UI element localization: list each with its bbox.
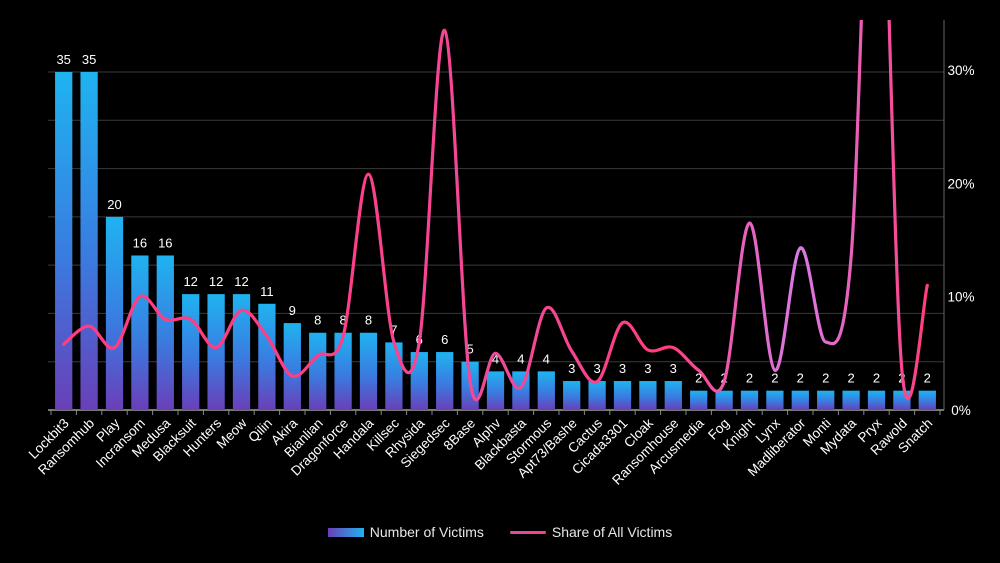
- bar-value-label: 2: [771, 371, 778, 386]
- right-axis-tick-label: 30%: [947, 63, 974, 78]
- bar-value-label: 12: [234, 274, 248, 289]
- bar-value-label: 2: [847, 371, 854, 386]
- bar-bianlian[interactable]: [309, 333, 326, 410]
- bar-blacksuit[interactable]: [182, 294, 199, 410]
- bar-pryx[interactable]: [868, 391, 885, 410]
- bar-value-label: 12: [209, 274, 223, 289]
- legend-line-label: Share of All Victims: [552, 524, 672, 540]
- bar-value-label: 8: [314, 313, 321, 328]
- x-axis-labels: Lockbit3RansomhubPlayIncransomMedusaBlac…: [26, 415, 936, 488]
- bar-value-label: 2: [797, 371, 804, 386]
- bar-killsec[interactable]: [385, 342, 402, 410]
- bar-value-label: 6: [441, 332, 448, 347]
- bar-value-label: 12: [183, 274, 197, 289]
- bar-cloak[interactable]: [639, 381, 656, 410]
- legend-line-swatch: [510, 531, 546, 534]
- bar-siegedsec[interactable]: [436, 352, 453, 410]
- bar-fog[interactable]: [715, 391, 732, 410]
- bar-apt73-bashe[interactable]: [563, 381, 580, 410]
- bar-value-label: 2: [924, 371, 931, 386]
- bar-value-label: 20: [107, 197, 121, 212]
- legend: Number of Victims Share of All Victims: [0, 520, 1000, 544]
- right-axis-tick-label: 0%: [951, 403, 971, 418]
- bar-value-label: 35: [56, 52, 70, 67]
- bar-value-label: 3: [568, 361, 575, 376]
- bar-lockbit3[interactable]: [55, 72, 72, 410]
- bar-value-label: 35: [82, 52, 96, 67]
- bar-value-label: 3: [593, 361, 600, 376]
- bar-value-label: 4: [543, 351, 550, 366]
- bar-ransomhouse[interactable]: [665, 381, 682, 410]
- bar-akira[interactable]: [284, 323, 301, 410]
- bar-value-label: 2: [822, 371, 829, 386]
- bar-play[interactable]: [106, 217, 123, 410]
- x-label-meow: Meow: [214, 415, 250, 451]
- bar-madliberator[interactable]: [792, 391, 809, 410]
- bar-mydata[interactable]: [842, 391, 859, 410]
- bar-arcusmedia[interactable]: [690, 391, 707, 410]
- bar-medusa[interactable]: [157, 255, 174, 410]
- bar-lynx[interactable]: [766, 391, 783, 410]
- bar-value-label: 16: [158, 235, 172, 250]
- bar-value-label: 3: [644, 361, 651, 376]
- bar-value-label: 16: [133, 235, 147, 250]
- right-axis-tick-label: 20%: [947, 176, 974, 191]
- bar-value-label: 2: [873, 371, 880, 386]
- legend-item-line[interactable]: Share of All Victims: [510, 524, 672, 540]
- bar-ransomhub[interactable]: [80, 72, 97, 410]
- bar-value-label: 3: [670, 361, 677, 376]
- bar-handala[interactable]: [360, 333, 377, 410]
- legend-bar-label: Number of Victims: [370, 524, 484, 540]
- bar-alphv[interactable]: [487, 371, 504, 410]
- right-axis-labels: 0% 10% 20% 30%: [947, 63, 974, 418]
- right-axis-tick-label: 10%: [947, 290, 974, 305]
- bar-incransom[interactable]: [131, 255, 148, 410]
- legend-item-bars[interactable]: Number of Victims: [328, 524, 484, 540]
- bar-value-label: 3: [619, 361, 626, 376]
- bar-cicada3301[interactable]: [614, 381, 631, 410]
- bar-qilin[interactable]: [258, 304, 275, 410]
- bar-knight[interactable]: [741, 391, 758, 410]
- bar-hunters[interactable]: [207, 294, 224, 410]
- bar-value-label: 2: [746, 371, 753, 386]
- legend-bar-swatch: [328, 528, 364, 537]
- bar-cactus[interactable]: [588, 381, 605, 410]
- bar-stormous[interactable]: [538, 371, 555, 410]
- bar-value-label: 4: [517, 351, 524, 366]
- bar-monti[interactable]: [817, 391, 834, 410]
- bar-value-label: 11: [260, 284, 274, 299]
- bar-rawold[interactable]: [893, 391, 910, 410]
- bar-dragonforce[interactable]: [334, 333, 351, 410]
- bar-rhysida[interactable]: [411, 352, 428, 410]
- bar-value-label: 8: [365, 313, 372, 328]
- bar-snatch[interactable]: [919, 391, 936, 410]
- bar-value-label: 9: [289, 303, 296, 318]
